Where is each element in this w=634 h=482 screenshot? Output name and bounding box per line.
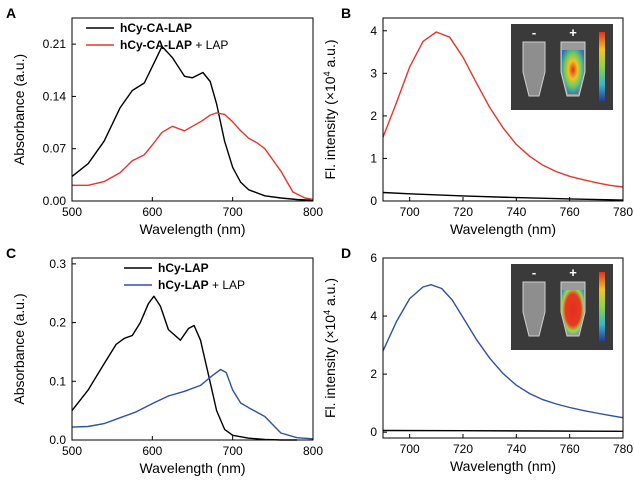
series-line-a-1 [71, 45, 314, 201]
x-tick-label-c: 700 [223, 444, 243, 458]
inset-photo-d: - + [511, 264, 613, 350]
series-line-d-1 [382, 284, 624, 419]
x-tick-label-a: 500 [62, 205, 82, 219]
legend-label: hCy-CA-LAP + LAP [120, 38, 228, 52]
y-tick-label-c: 0.1 [49, 374, 66, 388]
inset-photo-b: - + [511, 24, 613, 110]
plot-frame-c [71, 257, 314, 441]
x-tick-label-d: 700 [400, 442, 420, 456]
y-axis-title-superscript: 4 [322, 310, 332, 315]
plot-frame-b [382, 17, 624, 202]
y-tick-label-d: 6 [370, 251, 377, 265]
legend-label-bold: hCy-LAP [158, 278, 209, 292]
legend-label-bold: hCy-CA-LAP [120, 38, 192, 52]
x-tick-label-c: 800 [303, 444, 323, 458]
x-tick-label-c: 500 [62, 444, 82, 458]
x-tick-label-d: 780 [613, 442, 633, 456]
x-tick-label-a: 800 [303, 205, 323, 219]
y-tick-label-c: 0.3 [49, 257, 66, 271]
y-tick-label-a: 0.14 [43, 89, 67, 103]
legend-label-bold: hCy-LAP [158, 261, 209, 275]
y-tick-label-d: 2 [370, 367, 377, 381]
panel-letter-a: A [6, 5, 16, 21]
x-tick-label-c: 600 [142, 444, 162, 458]
tube-control [522, 41, 546, 97]
y-axis-title-part: a.u.) [322, 278, 338, 310]
inset-label-minus: - [532, 25, 536, 40]
y-tick-label-b: 2 [370, 109, 377, 123]
x-tick-label-b: 740 [506, 205, 526, 219]
y-axis-title-part: a.u.) [322, 39, 338, 71]
legend-label-rest: + LAP [209, 278, 245, 292]
x-tick-label-b: 760 [560, 205, 580, 219]
y-tick-label-a: 0.07 [43, 142, 67, 156]
y-axis-title-b: Fl. intensity (×104 a.u.) [322, 39, 338, 179]
x-tick-label-d: 760 [560, 442, 580, 456]
x-tick-label-b: 720 [453, 205, 473, 219]
inset-label-plus: + [569, 25, 577, 40]
y-tick-label-b: 0 [370, 194, 377, 208]
x-tick-label-d: 720 [453, 442, 473, 456]
panel-letter-b: B [341, 5, 351, 21]
x-tick-label-a: 700 [223, 205, 243, 219]
color-scale-bar [599, 272, 605, 342]
x-tick-label-d: 740 [506, 442, 526, 456]
series-line-b-1 [382, 31, 624, 188]
series-line-c-1 [71, 295, 297, 441]
x-axis-title-a: Wavelength (nm) [139, 221, 245, 237]
plot-frame-a [71, 17, 314, 202]
inset-label-plus: + [569, 265, 577, 280]
plot-frame-d [382, 257, 624, 439]
series-line-a-2 [72, 112, 314, 201]
x-axis-title-b: Wavelength (nm) [450, 221, 556, 237]
y-axis-title-c: Absorbance (a.u.) [11, 293, 27, 404]
series-line-c-2 [71, 368, 314, 440]
y-tick-label-d: 0 [370, 425, 377, 439]
y-tick-label-b: 3 [370, 66, 377, 80]
panel-c: C 500 600 700 800 0.0 0.1 0.2 0.3 Wavelength (nm)… [6, 245, 323, 476]
y-tick-label-a: 0.21 [43, 37, 67, 51]
y-tick-label-c: 0.0 [49, 433, 66, 447]
tube-fluorescence [562, 290, 584, 334]
inset-label-minus: - [532, 265, 536, 280]
legend-label: hCy-CA-LAP [120, 21, 192, 35]
x-axis-title-c: Wavelength (nm) [139, 460, 245, 476]
legend-label-rest: + LAP [192, 38, 228, 52]
x-tick-label-a: 600 [142, 205, 162, 219]
legend-label-bold: hCy-CA-LAP [120, 21, 192, 35]
y-tick-label-b: 4 [370, 24, 377, 38]
series-line-d-2 [382, 429, 624, 432]
y-tick-label-b: 1 [370, 151, 377, 165]
y-tick-label-d: 4 [370, 309, 377, 323]
y-tick-label-a: 0.00 [43, 194, 67, 208]
y-axis-title-part: Fl. intensity (×10 [322, 315, 338, 418]
y-axis-title-a: Absorbance (a.u.) [11, 54, 27, 165]
x-tick-label-b: 780 [613, 205, 633, 219]
color-scale-bar [599, 32, 605, 102]
y-axis-title-superscript: 4 [322, 71, 332, 76]
tube-control [522, 281, 546, 337]
panel-letter-d: D [341, 245, 351, 261]
y-tick-label-c: 0.2 [49, 316, 66, 330]
y-axis-title-part: Fl. intensity (×10 [322, 76, 338, 179]
panel-letter-c: C [6, 245, 16, 261]
series-line-b-2 [382, 191, 624, 201]
y-axis-title-d: Fl. intensity (×104 a.u.) [322, 278, 338, 418]
legend-label: hCy-LAP [158, 261, 209, 275]
x-axis-title-d: Wavelength (nm) [450, 458, 556, 474]
x-tick-label-b: 700 [400, 205, 420, 219]
legend-label: hCy-LAP + LAP [158, 278, 245, 292]
tube-fluorescence [562, 50, 584, 94]
panel-a: A 500 600 700 800 0.00 0.07 0.14 0.21 Wavelength … [6, 5, 323, 237]
